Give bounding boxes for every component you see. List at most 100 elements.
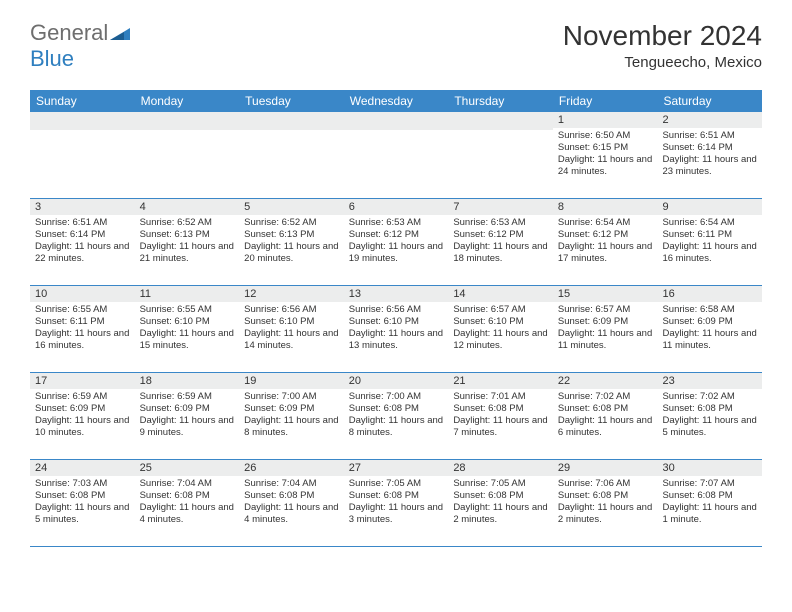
sunset-text: Sunset: 6:08 PM: [349, 490, 444, 502]
day-content: Sunrise: 6:54 AMSunset: 6:11 PMDaylight:…: [657, 215, 762, 270]
day-cell: [135, 112, 240, 198]
daylight-text: Daylight: 11 hours and 18 minutes.: [453, 241, 548, 265]
day-content: Sunrise: 6:52 AMSunset: 6:13 PMDaylight:…: [135, 215, 240, 270]
day-cell: 3Sunrise: 6:51 AMSunset: 6:14 PMDaylight…: [30, 199, 135, 285]
day-number: 19: [239, 373, 344, 389]
day-number: 12: [239, 286, 344, 302]
sunrise-text: Sunrise: 6:51 AM: [662, 130, 757, 142]
day-cell: 6Sunrise: 6:53 AMSunset: 6:12 PMDaylight…: [344, 199, 449, 285]
day-content: Sunrise: 6:56 AMSunset: 6:10 PMDaylight:…: [239, 302, 344, 357]
sunrise-text: Sunrise: 7:02 AM: [558, 391, 653, 403]
day-content: Sunrise: 6:51 AMSunset: 6:14 PMDaylight:…: [30, 215, 135, 270]
day-number: 8: [553, 199, 658, 215]
day-content: Sunrise: 7:07 AMSunset: 6:08 PMDaylight:…: [657, 476, 762, 531]
daylight-text: Daylight: 11 hours and 14 minutes.: [244, 328, 339, 352]
day-content: Sunrise: 6:50 AMSunset: 6:15 PMDaylight:…: [553, 128, 658, 183]
sunrise-text: Sunrise: 6:55 AM: [140, 304, 235, 316]
sunrise-text: Sunrise: 6:52 AM: [140, 217, 235, 229]
sunset-text: Sunset: 6:08 PM: [140, 490, 235, 502]
day-number: [30, 112, 135, 130]
daylight-text: Daylight: 11 hours and 7 minutes.: [453, 415, 548, 439]
day-content: [135, 130, 240, 190]
daylight-text: Daylight: 11 hours and 19 minutes.: [349, 241, 444, 265]
day-content: Sunrise: 6:59 AMSunset: 6:09 PMDaylight:…: [135, 389, 240, 444]
day-content: Sunrise: 7:04 AMSunset: 6:08 PMDaylight:…: [135, 476, 240, 531]
sunset-text: Sunset: 6:09 PM: [244, 403, 339, 415]
day-cell: 24Sunrise: 7:03 AMSunset: 6:08 PMDayligh…: [30, 460, 135, 546]
sunset-text: Sunset: 6:08 PM: [558, 403, 653, 415]
sunrise-text: Sunrise: 6:53 AM: [349, 217, 444, 229]
sunset-text: Sunset: 6:14 PM: [35, 229, 130, 241]
day-cell: [448, 112, 553, 198]
day-number: 24: [30, 460, 135, 476]
sunrise-text: Sunrise: 7:00 AM: [349, 391, 444, 403]
daylight-text: Daylight: 11 hours and 12 minutes.: [453, 328, 548, 352]
sunrise-text: Sunrise: 7:04 AM: [140, 478, 235, 490]
daylight-text: Daylight: 11 hours and 10 minutes.: [35, 415, 130, 439]
day-number: 17: [30, 373, 135, 389]
day-number: 25: [135, 460, 240, 476]
day-content: Sunrise: 6:57 AMSunset: 6:10 PMDaylight:…: [448, 302, 553, 357]
day-number: 3: [30, 199, 135, 215]
daylight-text: Daylight: 11 hours and 22 minutes.: [35, 241, 130, 265]
day-content: Sunrise: 6:57 AMSunset: 6:09 PMDaylight:…: [553, 302, 658, 357]
sunset-text: Sunset: 6:13 PM: [244, 229, 339, 241]
day-cell: 25Sunrise: 7:04 AMSunset: 6:08 PMDayligh…: [135, 460, 240, 546]
daylight-text: Daylight: 11 hours and 17 minutes.: [558, 241, 653, 265]
day-cell: 29Sunrise: 7:06 AMSunset: 6:08 PMDayligh…: [553, 460, 658, 546]
day-number: 18: [135, 373, 240, 389]
day-header: Thursday: [448, 90, 553, 112]
sunrise-text: Sunrise: 7:04 AM: [244, 478, 339, 490]
sunrise-text: Sunrise: 6:55 AM: [35, 304, 130, 316]
day-cell: 10Sunrise: 6:55 AMSunset: 6:11 PMDayligh…: [30, 286, 135, 372]
day-cell: 18Sunrise: 6:59 AMSunset: 6:09 PMDayligh…: [135, 373, 240, 459]
sunset-text: Sunset: 6:08 PM: [349, 403, 444, 415]
day-cell: 5Sunrise: 6:52 AMSunset: 6:13 PMDaylight…: [239, 199, 344, 285]
sunrise-text: Sunrise: 7:02 AM: [662, 391, 757, 403]
day-cell: 7Sunrise: 6:53 AMSunset: 6:12 PMDaylight…: [448, 199, 553, 285]
day-content: Sunrise: 7:00 AMSunset: 6:09 PMDaylight:…: [239, 389, 344, 444]
week-row: 17Sunrise: 6:59 AMSunset: 6:09 PMDayligh…: [30, 373, 762, 460]
day-cell: 30Sunrise: 7:07 AMSunset: 6:08 PMDayligh…: [657, 460, 762, 546]
day-number: [239, 112, 344, 130]
day-content: Sunrise: 7:06 AMSunset: 6:08 PMDaylight:…: [553, 476, 658, 531]
day-content: Sunrise: 6:54 AMSunset: 6:12 PMDaylight:…: [553, 215, 658, 270]
day-cell: 22Sunrise: 7:02 AMSunset: 6:08 PMDayligh…: [553, 373, 658, 459]
day-content: Sunrise: 7:05 AMSunset: 6:08 PMDaylight:…: [344, 476, 449, 531]
day-header: Friday: [553, 90, 658, 112]
logo: GeneralBlue: [30, 20, 130, 72]
daylight-text: Daylight: 11 hours and 13 minutes.: [349, 328, 444, 352]
logo-text-gray: General: [30, 20, 108, 45]
sunrise-text: Sunrise: 6:50 AM: [558, 130, 653, 142]
day-cell: 21Sunrise: 7:01 AMSunset: 6:08 PMDayligh…: [448, 373, 553, 459]
day-content: Sunrise: 7:01 AMSunset: 6:08 PMDaylight:…: [448, 389, 553, 444]
sunrise-text: Sunrise: 7:07 AM: [662, 478, 757, 490]
day-number: 28: [448, 460, 553, 476]
day-cell: [344, 112, 449, 198]
month-title: November 2024: [563, 20, 762, 52]
day-cell: 14Sunrise: 6:57 AMSunset: 6:10 PMDayligh…: [448, 286, 553, 372]
sunrise-text: Sunrise: 6:56 AM: [349, 304, 444, 316]
day-number: 26: [239, 460, 344, 476]
sunrise-text: Sunrise: 6:54 AM: [662, 217, 757, 229]
day-content: Sunrise: 7:02 AMSunset: 6:08 PMDaylight:…: [553, 389, 658, 444]
day-number: 7: [448, 199, 553, 215]
day-cell: 28Sunrise: 7:05 AMSunset: 6:08 PMDayligh…: [448, 460, 553, 546]
day-header: Wednesday: [344, 90, 449, 112]
sunset-text: Sunset: 6:12 PM: [349, 229, 444, 241]
week-row: 24Sunrise: 7:03 AMSunset: 6:08 PMDayligh…: [30, 460, 762, 547]
day-number: 9: [657, 199, 762, 215]
day-number: [448, 112, 553, 130]
day-number: [135, 112, 240, 130]
day-content: Sunrise: 7:00 AMSunset: 6:08 PMDaylight:…: [344, 389, 449, 444]
sunrise-text: Sunrise: 6:52 AM: [244, 217, 339, 229]
sunset-text: Sunset: 6:09 PM: [558, 316, 653, 328]
daylight-text: Daylight: 11 hours and 9 minutes.: [140, 415, 235, 439]
day-cell: 11Sunrise: 6:55 AMSunset: 6:10 PMDayligh…: [135, 286, 240, 372]
daylight-text: Daylight: 11 hours and 16 minutes.: [662, 241, 757, 265]
sunrise-text: Sunrise: 6:58 AM: [662, 304, 757, 316]
daylight-text: Daylight: 11 hours and 3 minutes.: [349, 502, 444, 526]
day-cell: 9Sunrise: 6:54 AMSunset: 6:11 PMDaylight…: [657, 199, 762, 285]
sunrise-text: Sunrise: 6:51 AM: [35, 217, 130, 229]
day-cell: 16Sunrise: 6:58 AMSunset: 6:09 PMDayligh…: [657, 286, 762, 372]
